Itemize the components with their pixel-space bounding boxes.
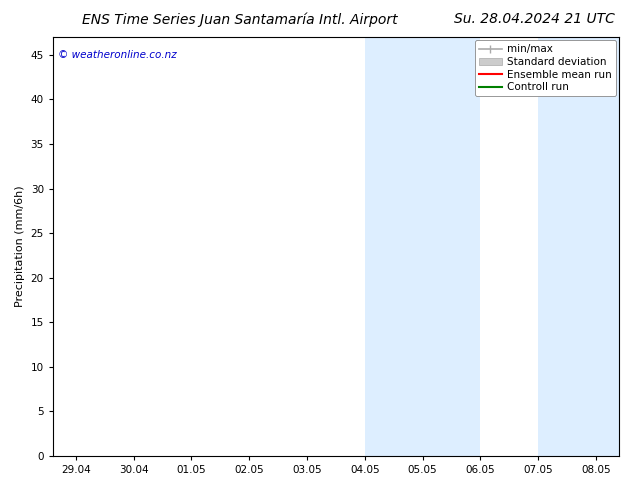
Legend: min/max, Standard deviation, Ensemble mean run, Controll run: min/max, Standard deviation, Ensemble me… <box>475 40 616 97</box>
Text: ENS Time Series Juan Santamaría Intl. Airport: ENS Time Series Juan Santamaría Intl. Ai… <box>82 12 398 27</box>
Bar <box>365 37 423 456</box>
Bar <box>538 37 596 456</box>
Bar <box>596 37 624 456</box>
Bar <box>423 37 481 456</box>
Text: Su. 28.04.2024 21 UTC: Su. 28.04.2024 21 UTC <box>454 12 615 26</box>
Y-axis label: Precipitation (mm/6h): Precipitation (mm/6h) <box>15 186 25 307</box>
Text: © weatheronline.co.nz: © weatheronline.co.nz <box>58 49 178 60</box>
